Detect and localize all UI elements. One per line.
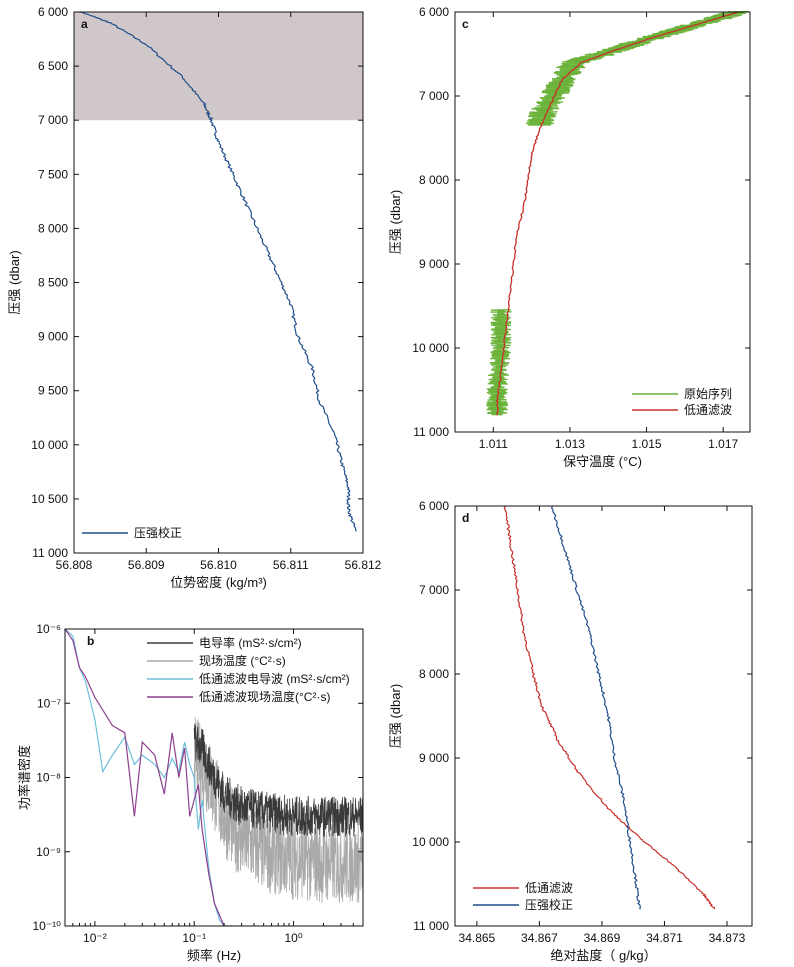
raw-series-band-lower (486, 309, 512, 416)
x-tick-label: 56.810 (200, 558, 237, 572)
series-line-in-situ-temperature (193, 717, 363, 904)
legend-label: 低通滤波 (525, 881, 573, 895)
raw-series-band-upper (526, 10, 750, 126)
series-line-lowpass-temperature (65, 629, 234, 926)
panel-label: c (462, 17, 469, 31)
plot-frame (454, 11, 751, 433)
y-tick-label: 6 000 (419, 5, 449, 19)
y-tick-label: 10⁻⁷ (37, 696, 61, 710)
legend-label: 原始序列 (684, 386, 732, 401)
x-axis-label: 位势密度 (kg/m³) (170, 575, 267, 590)
y-tick-label: 8 000 (419, 173, 449, 187)
y-tick-label: 10 000 (31, 438, 68, 452)
x-tick-label: 10⁻¹ (182, 931, 206, 945)
x-tick-label: 1.017 (708, 437, 738, 451)
legend-label: 现场温度 (°C²·s) (199, 653, 286, 668)
y-tick-label: 8 000 (419, 667, 449, 681)
x-tick-label: 56.811 (273, 558, 309, 572)
legend-label: 低通滤波电导波 (mS²·s/cm²) (199, 672, 350, 686)
panel-a: 56.808 56.809 56.810 56.811 56.812 6 000 6 500… (7, 5, 382, 590)
y-tick-label: 7 000 (419, 583, 449, 597)
x-tick-label: 34.867 (521, 931, 558, 945)
series-line-lowpass-conductivity (65, 629, 225, 926)
panel-c: 1.011 1.013 1.015 1.017 6 000 7 000 8 000 9 000… (388, 5, 750, 469)
y-tick-label: 9 000 (38, 330, 68, 344)
y-tick-label: 9 500 (38, 384, 68, 398)
x-tick-label: 56.809 (128, 558, 165, 572)
panel-a-content: 压强校正 (73, 11, 364, 554)
series-line-pressure-corrected (550, 505, 641, 910)
x-tick-label: 56.812 (345, 558, 382, 572)
plot-frame (454, 505, 753, 927)
y-axis-label: 压强 (dbar) (388, 684, 403, 748)
panel-b-content: 10⁻² 10⁻¹ 10⁰ 10⁻¹⁰ 10⁻⁹ 10⁻⁸ 10⁻⁷ 10⁻⁶ 频率 (Hz) 功… (17, 622, 364, 963)
x-tick-label: 10⁻² (83, 931, 107, 945)
series-line-lowpass (495, 11, 739, 416)
y-tick-label: 10 000 (412, 835, 449, 849)
y-axis-label: 功率谱密度 (17, 745, 32, 810)
y-tick-label: 10⁻⁸ (36, 771, 61, 785)
y-tick-label: 11 000 (32, 546, 68, 560)
legend-label: 压强校正 (525, 897, 573, 912)
legend-label: 低通滤波现场温度(°C²·s) (199, 689, 330, 704)
x-tick-label: 56.808 (56, 558, 93, 572)
panel-b-plot (65, 629, 363, 926)
x-tick-label: 34.865 (459, 931, 496, 945)
y-tick-label: 10⁻⁶ (36, 622, 61, 636)
y-axis-label: 压强 (dbar) (388, 190, 403, 254)
y-tick-label: 6 000 (419, 499, 449, 513)
y-tick-label: 9 000 (419, 751, 449, 765)
y-tick-label: 8 000 (38, 221, 68, 235)
y-tick-label: 10⁻¹⁰ (33, 919, 62, 933)
x-tick-label: 1.011 (479, 437, 508, 451)
legend-label: 压强校正 (134, 525, 182, 540)
y-tick-label: 6 500 (38, 59, 68, 73)
x-tick-label: 1.013 (555, 437, 585, 451)
y-tick-label: 6 000 (38, 5, 68, 19)
y-axis-label: 压强 (dbar) (7, 250, 22, 314)
y-tick-label: 10 500 (31, 492, 68, 506)
y-tick-label: 11 000 (413, 425, 449, 439)
x-tick-label: 1.015 (632, 437, 662, 451)
plot-frame (64, 628, 364, 927)
y-tick-label: 7 500 (38, 167, 68, 181)
y-tick-label: 11 000 (413, 919, 449, 933)
y-tick-label: 7 000 (38, 113, 68, 127)
x-tick-label: 34.871 (646, 931, 683, 945)
x-axis-label: 频率 (Hz) (187, 948, 241, 963)
y-tick-label: 7 000 (419, 89, 449, 103)
x-tick-label: 34.869 (584, 931, 621, 945)
y-tick-label: 9 000 (419, 257, 449, 271)
legend-label: 电导率 (mS²·s/cm²) (199, 635, 302, 650)
x-axis-label: 保守温度 (°C) (563, 454, 642, 469)
panel-d: 34.865 34.867 34.869 34.871 34.873 6 000 7 000… (388, 499, 752, 963)
y-tick-label: 10 000 (412, 341, 449, 355)
panel-label: d (462, 511, 469, 525)
panel-label: a (81, 17, 88, 31)
legend-label: 低通滤波 (684, 403, 732, 417)
series-line-lowpass (503, 505, 716, 910)
x-tick-label: 10⁰ (284, 931, 302, 945)
x-axis-label: 绝对盐度（ g/kg） (550, 948, 656, 963)
series-line-pressure-corrected (79, 11, 357, 532)
panel-label: b (87, 634, 94, 648)
y-tick-label: 8 500 (38, 276, 68, 290)
x-tick-label: 34.873 (709, 931, 746, 945)
y-tick-label: 10⁻⁹ (36, 845, 61, 859)
series-line-conductivity (193, 724, 363, 837)
